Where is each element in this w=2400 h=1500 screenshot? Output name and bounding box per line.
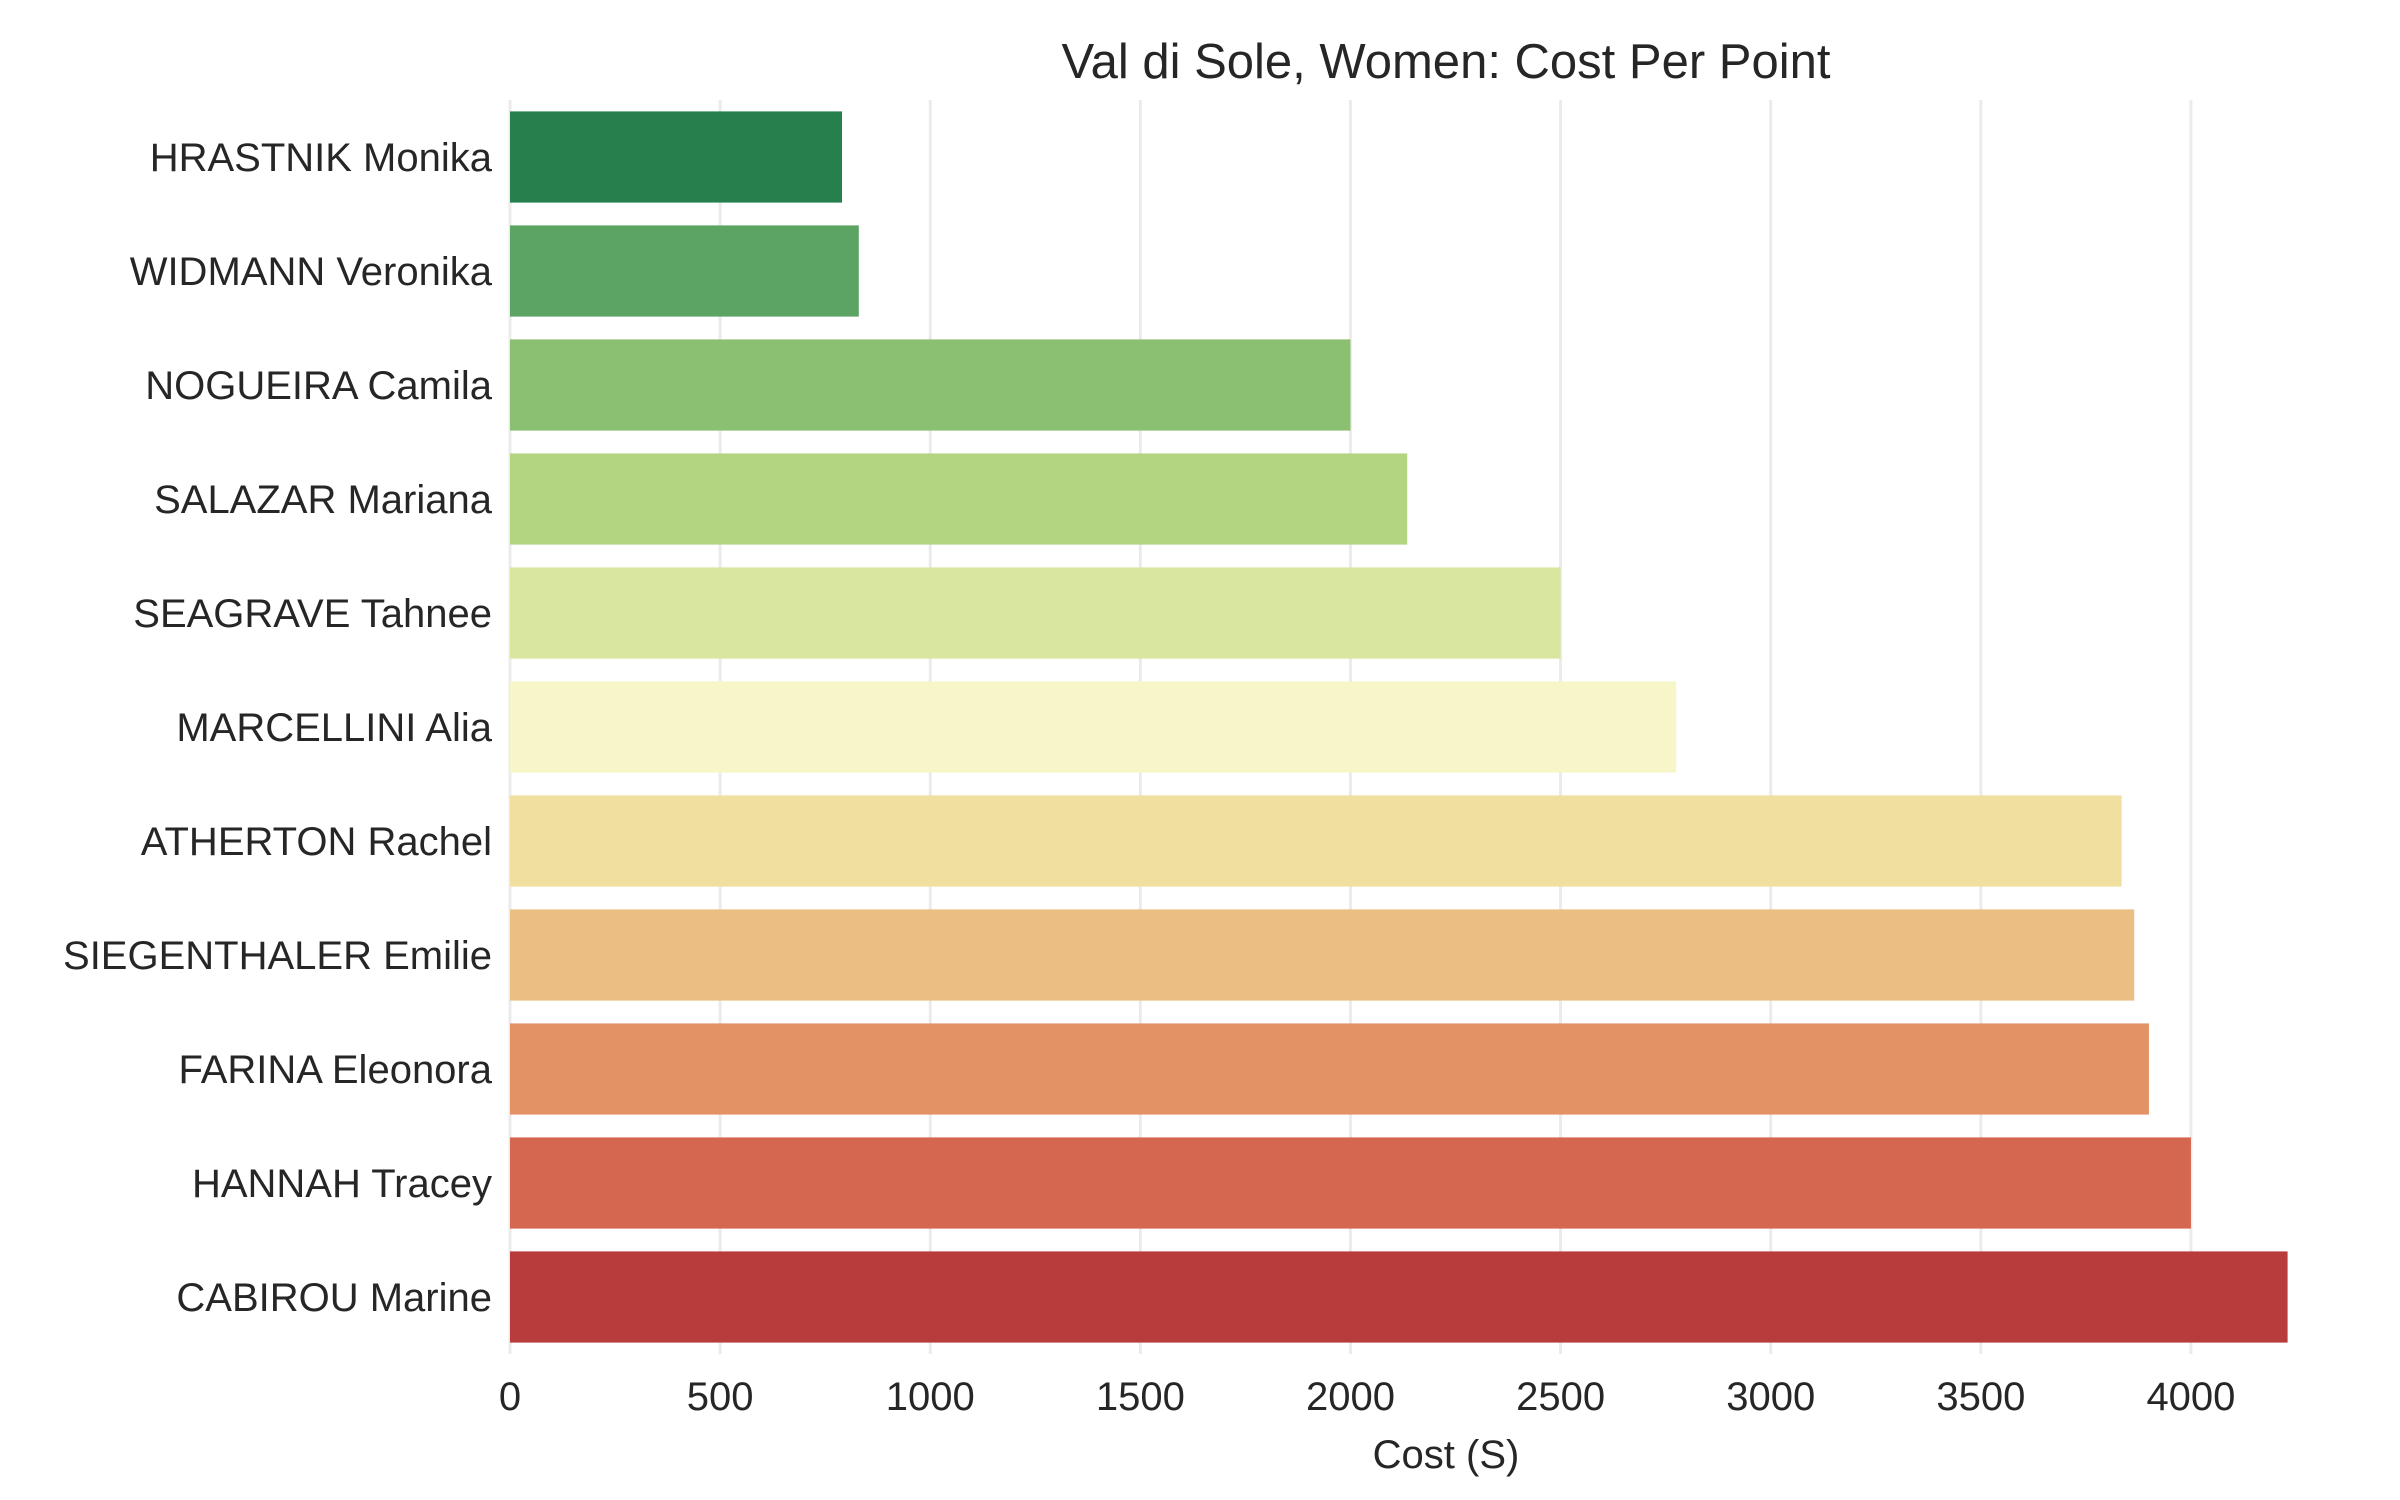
category-label: SALAZAR Mariana — [154, 478, 493, 522]
x-tick-label-3000: 3000 — [1726, 1375, 1815, 1419]
category-label: NOGUEIRA Camila — [145, 364, 492, 408]
category-label: FARINA Eleonora — [179, 1048, 493, 1092]
x-tick-label-0: 0 — [499, 1375, 521, 1419]
bar-marcellini-alia — [510, 681, 1677, 773]
category-labels: HRASTNIK Monika WIDMANN Veronika NOGUEIRA … — [63, 136, 493, 1320]
bars — [510, 111, 2288, 1343]
bar-widmann-veronika — [510, 225, 859, 317]
x-tick-label-4000: 4000 — [2146, 1375, 2235, 1419]
bar-hannah-tracey — [510, 1137, 2191, 1229]
chart-title: Val di Sole, Women: Cost Per Point — [1062, 35, 1831, 89]
bar-salazar-mariana — [510, 453, 1408, 545]
bar-farina-eleonora — [510, 1023, 2149, 1115]
category-label: CABIROU Marine — [176, 1276, 492, 1320]
x-axis-label: Cost (S) — [1373, 1433, 1520, 1477]
category-label: HANNAH Tracey — [192, 1162, 492, 1206]
bar-siegenthaler-emilie — [510, 909, 2135, 1001]
category-label: HRASTNIK Monika — [150, 136, 493, 180]
x-tick-label-3500: 3500 — [1936, 1375, 2025, 1419]
x-tick-label-500: 500 — [687, 1375, 754, 1419]
x-tick-label-1000: 1000 — [886, 1375, 975, 1419]
x-tick-label-2000: 2000 — [1306, 1375, 1395, 1419]
bar-atherton-rachel — [510, 795, 2122, 887]
bar-nogueira-camila — [510, 339, 1351, 431]
bar-hrastnik-monika — [510, 111, 842, 203]
category-label: SIEGENTHALER Emilie — [63, 934, 492, 978]
category-label: ATHERTON Rachel — [141, 820, 492, 864]
bar-seagrave-tahnee — [510, 567, 1561, 659]
bar-cabirou-marine — [510, 1251, 2288, 1343]
category-label: WIDMANN Veronika — [130, 250, 493, 294]
category-label: MARCELLINI Alia — [176, 706, 492, 750]
category-label: SEAGRAVE Tahnee — [133, 592, 492, 636]
x-tick-labels: 0 500 1000 1500 2000 2500 3000 3500 4000 — [499, 1375, 2236, 1419]
x-tick-label-1500: 1500 — [1096, 1375, 1185, 1419]
x-tick-label-2500: 2500 — [1516, 1375, 1605, 1419]
